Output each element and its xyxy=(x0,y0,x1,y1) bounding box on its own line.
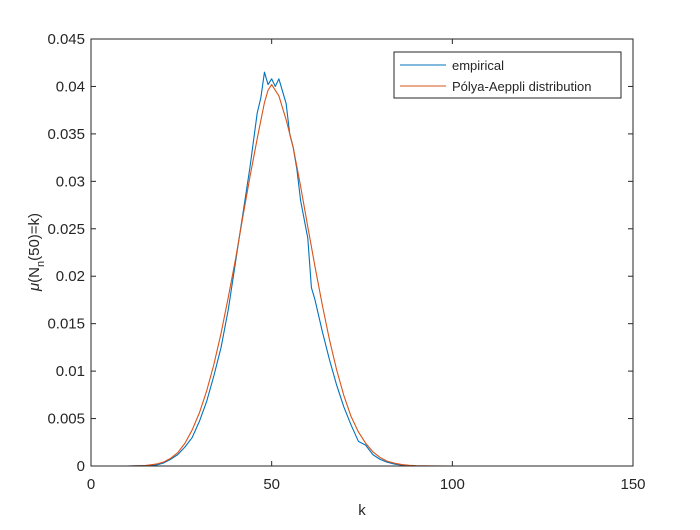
y-axis: 0 0.005 0.01 0.015 0.02 0.025 0.03 0.035 0.04 0.0… xyxy=(47,31,633,475)
plot-area xyxy=(91,39,633,466)
legend-label-polya-aeppli: Pólya-Aeppli distribution xyxy=(452,79,591,94)
x-tick-label: 100 xyxy=(440,476,465,493)
x-tick-label: 150 xyxy=(620,476,645,493)
y-tick-label: 0.04 xyxy=(56,78,85,95)
legend: empirical Pólya-Aeppli distribution xyxy=(393,51,622,99)
y-tick-label: 0.035 xyxy=(47,126,85,143)
y-tick-label: 0.025 xyxy=(47,221,85,238)
y-axis-label-rest: (50)=k) xyxy=(26,213,43,261)
y-axis-label-sub: n xyxy=(35,261,47,267)
legend-label-empirical: empirical xyxy=(452,58,504,73)
plot-frame xyxy=(90,38,634,467)
y-tick-label: 0 xyxy=(77,458,85,475)
x-tick-label: 50 xyxy=(263,476,280,493)
y-axis-label-base: (N xyxy=(26,267,43,283)
y-tick-label: 0.045 xyxy=(47,31,85,48)
series-line-polya-aeppli xyxy=(91,84,633,467)
series-line-empirical xyxy=(91,71,633,467)
y-axis-label: μ(Nn(50)=k) xyxy=(26,213,47,292)
y-tick-label: 0.03 xyxy=(56,173,85,190)
legend-box xyxy=(393,51,622,99)
x-axis: 0 50 100 150 xyxy=(87,39,646,493)
y-tick-label: 0.02 xyxy=(56,268,85,285)
x-tick-label: 0 xyxy=(87,476,95,493)
y-tick-label: 0.005 xyxy=(47,411,85,428)
y-tick-label: 0.01 xyxy=(56,363,85,380)
y-axis-label-mu: μ xyxy=(26,283,43,292)
x-axis-label: k xyxy=(358,502,366,519)
series-layer xyxy=(91,71,633,467)
y-tick-label: 0.015 xyxy=(47,316,85,333)
